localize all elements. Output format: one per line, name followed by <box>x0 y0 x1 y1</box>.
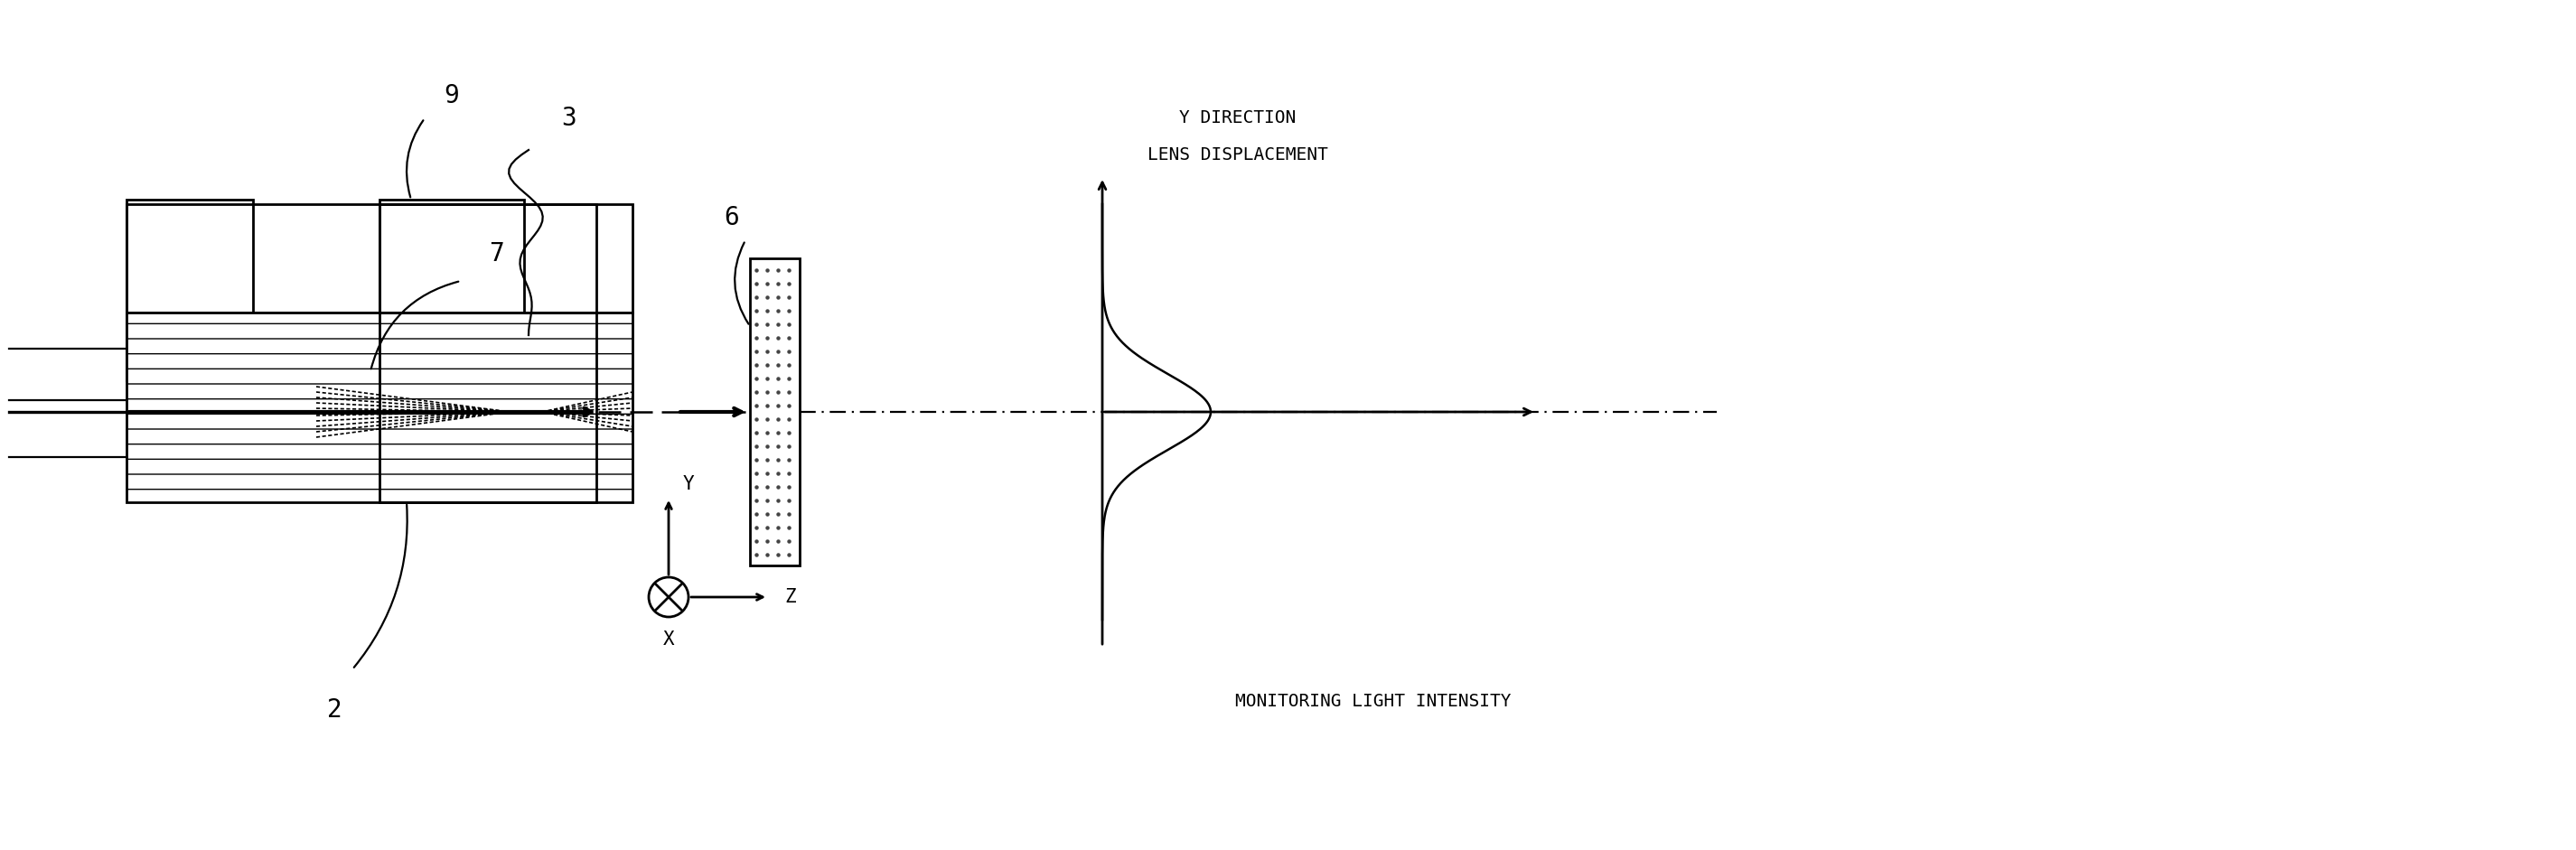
Text: 7: 7 <box>489 241 505 266</box>
Text: Y DIRECTION: Y DIRECTION <box>1180 110 1296 127</box>
Bar <box>750 258 799 565</box>
Text: LENS DISPLACEMENT: LENS DISPLACEMENT <box>1149 146 1329 163</box>
Bar <box>126 200 252 380</box>
Bar <box>126 313 634 502</box>
Text: Z: Z <box>786 588 796 606</box>
Text: 6: 6 <box>724 205 739 230</box>
Bar <box>379 200 523 380</box>
Text: X: X <box>662 631 675 649</box>
Text: 9: 9 <box>443 83 459 109</box>
Text: MONITORING LIGHT INTENSITY: MONITORING LIGHT INTENSITY <box>1236 693 1512 710</box>
Text: 3: 3 <box>562 105 577 131</box>
Bar <box>379 313 595 502</box>
Bar <box>379 204 595 313</box>
Text: Y: Y <box>683 475 693 493</box>
Text: 2: 2 <box>327 697 343 723</box>
Bar <box>126 204 634 313</box>
